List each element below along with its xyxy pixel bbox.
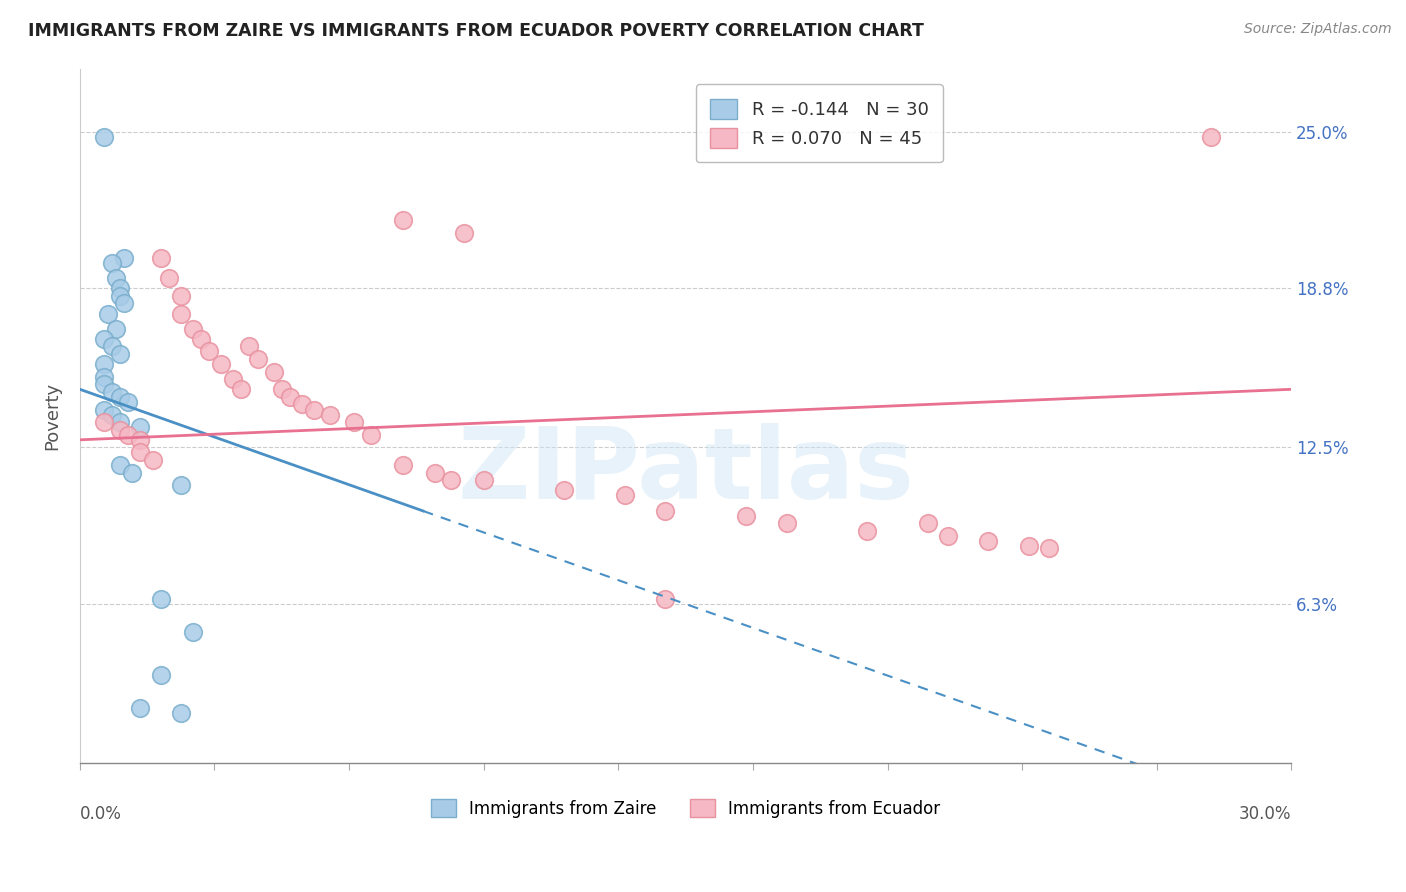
Point (93, 402, 115, 417)
Point (936, 529, 959, 543)
Point (170, 478, 193, 492)
Point (170, 306, 193, 320)
Point (614, 488, 637, 502)
Text: 0.0%: 0.0% (80, 805, 122, 822)
Point (360, 427, 382, 442)
Point (110, 423, 132, 437)
Point (775, 516, 797, 531)
Point (291, 397, 314, 411)
Point (302, 402, 325, 417)
Point (343, 415, 366, 429)
Point (977, 533, 1000, 548)
Point (93, 369, 115, 384)
Point (425, 466, 447, 480)
Point (209, 357, 232, 371)
Point (101, 256, 124, 270)
Point (101, 339, 124, 353)
Point (110, 281, 132, 295)
Point (392, 213, 415, 227)
Point (93, 377, 115, 392)
Point (222, 372, 245, 386)
Point (110, 415, 132, 429)
Point (101, 408, 124, 422)
Point (105, 271, 128, 285)
Point (453, 226, 475, 240)
Point (121, 466, 143, 480)
Point (278, 390, 301, 404)
Point (112, 296, 135, 310)
Point (129, 445, 152, 459)
Point (1199, 129, 1222, 144)
Point (112, 251, 135, 265)
Point (157, 271, 180, 285)
Point (1018, 539, 1040, 553)
Point (238, 339, 260, 353)
Point (93, 129, 115, 144)
Point (181, 321, 204, 335)
Y-axis label: Poverty: Poverty (44, 382, 60, 450)
Point (110, 458, 132, 472)
Point (170, 289, 193, 303)
Point (149, 251, 172, 265)
Point (198, 344, 221, 359)
Point (142, 453, 165, 467)
Point (93, 332, 115, 346)
Point (93, 415, 115, 429)
Point (392, 458, 415, 472)
Point (440, 473, 463, 487)
Point (1038, 541, 1060, 556)
Point (93, 357, 115, 371)
Point (129, 420, 152, 434)
Point (149, 591, 172, 606)
Point (110, 390, 132, 404)
Point (110, 289, 132, 303)
Point (654, 503, 676, 517)
Point (129, 433, 152, 447)
Point (856, 524, 879, 538)
Text: 30.0%: 30.0% (1239, 805, 1291, 822)
Point (319, 408, 342, 422)
Text: ZIPatlas: ZIPatlas (457, 423, 914, 520)
Point (246, 351, 269, 366)
Point (105, 321, 128, 335)
Point (117, 395, 139, 409)
Point (101, 384, 124, 399)
Point (97, 306, 120, 320)
Point (129, 700, 152, 714)
Point (231, 382, 253, 396)
Point (181, 624, 204, 639)
Point (263, 365, 285, 379)
Legend: Immigrants from Zaire, Immigrants from Ecuador: Immigrants from Zaire, Immigrants from E… (425, 792, 948, 824)
Point (735, 508, 758, 523)
Point (149, 667, 172, 681)
Point (117, 427, 139, 442)
Point (472, 473, 495, 487)
Point (917, 516, 939, 531)
Point (270, 382, 292, 396)
Point (110, 347, 132, 361)
Point (553, 483, 575, 498)
Point (170, 706, 193, 720)
Text: IMMIGRANTS FROM ZAIRE VS IMMIGRANTS FROM ECUADOR POVERTY CORRELATION CHART: IMMIGRANTS FROM ZAIRE VS IMMIGRANTS FROM… (28, 22, 924, 40)
Text: Source: ZipAtlas.com: Source: ZipAtlas.com (1244, 22, 1392, 37)
Point (190, 332, 212, 346)
Point (654, 591, 676, 606)
